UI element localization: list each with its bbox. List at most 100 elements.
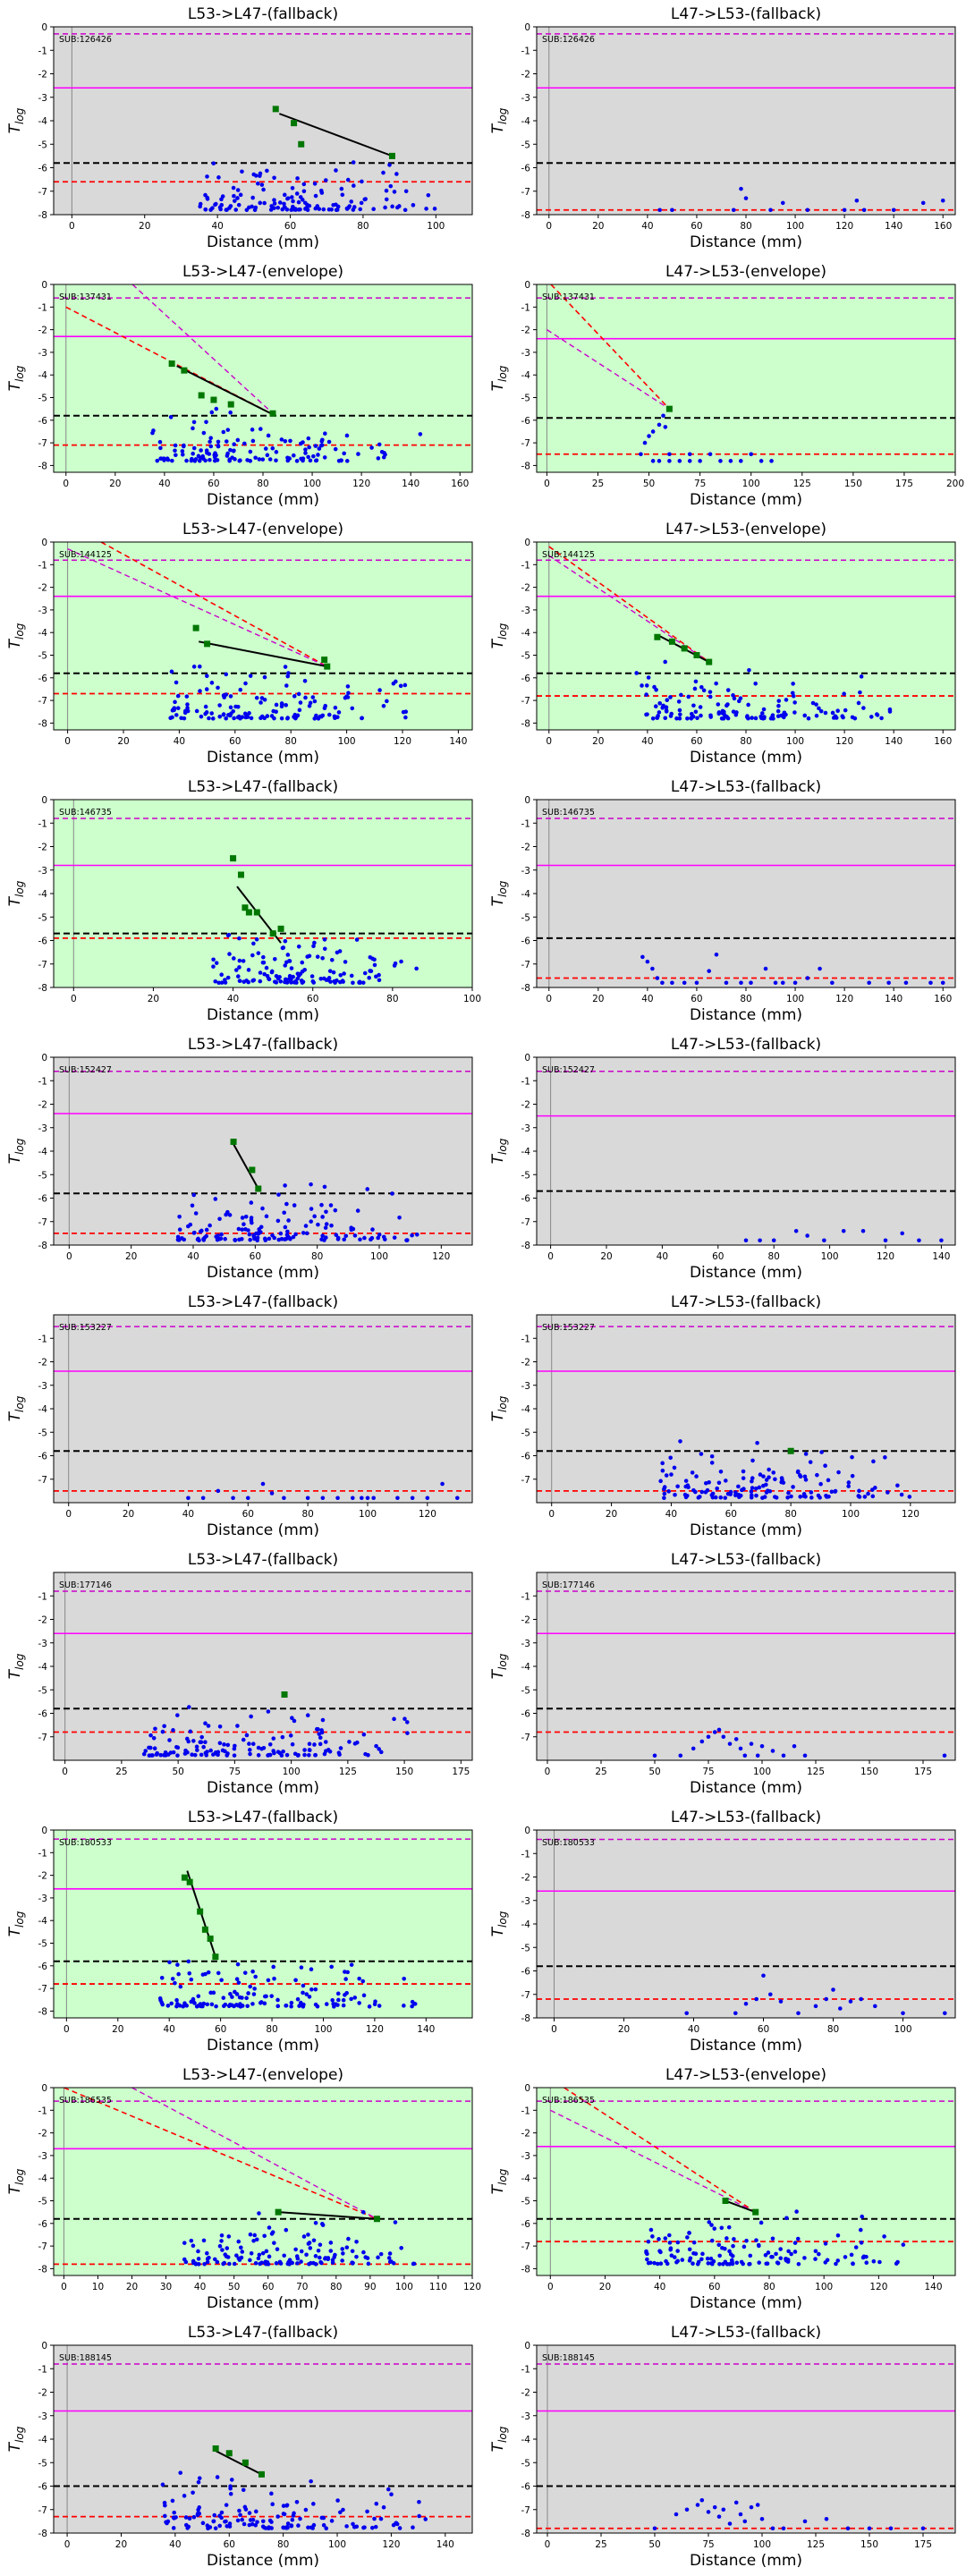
blue-point xyxy=(258,979,263,984)
blue-point xyxy=(294,980,299,985)
blue-point xyxy=(171,2526,176,2530)
y-tick-label: 0 xyxy=(41,538,47,548)
blue-point xyxy=(668,1455,673,1461)
blue-point xyxy=(785,1495,790,1500)
blue-point xyxy=(265,973,270,979)
blue-point xyxy=(831,1987,835,1992)
blue-point xyxy=(377,2004,382,2008)
blue-point xyxy=(857,1495,862,1499)
green-point xyxy=(181,1874,188,1881)
green-point xyxy=(181,367,188,374)
blue-point xyxy=(378,2516,384,2521)
blue-point xyxy=(354,2254,359,2259)
plot-area xyxy=(54,1572,472,1760)
y-axis-label: Tlog xyxy=(489,365,509,391)
blue-point xyxy=(714,952,719,957)
y-tick-label: -2 xyxy=(521,2129,530,2140)
blue-point xyxy=(221,1996,226,2000)
blue-point xyxy=(326,1748,331,1752)
blue-point xyxy=(664,709,669,714)
blue-point xyxy=(217,703,222,708)
chart-title: L53->L47-(envelope) xyxy=(182,263,343,281)
blue-point xyxy=(294,191,300,196)
blue-point xyxy=(710,1495,716,1500)
blue-point xyxy=(410,1999,415,2004)
envelope-red-line xyxy=(550,284,670,410)
blue-point xyxy=(709,2223,714,2227)
x-tick-label: 20 xyxy=(123,1509,134,1520)
blue-point xyxy=(360,1496,364,1501)
blue-point xyxy=(376,1235,381,1241)
x-tick-label: 80 xyxy=(740,994,751,1004)
blue-point xyxy=(202,2261,207,2267)
blue-point xyxy=(341,2251,345,2256)
blue-point xyxy=(344,2245,350,2250)
blue-point xyxy=(640,954,645,960)
blue-point xyxy=(345,177,351,182)
plot-area xyxy=(54,284,472,472)
x-tick-label: 20 xyxy=(126,2282,138,2292)
blue-point xyxy=(792,2241,798,2245)
blue-point xyxy=(307,1741,312,1746)
blue-point xyxy=(402,1716,407,1722)
blue-point xyxy=(293,1232,298,1237)
blue-point xyxy=(259,714,265,719)
fit-line xyxy=(176,365,276,417)
blue-point xyxy=(216,175,221,180)
chart-panel: 0 25 50 75 100 125 150 1750-1-2-3-4-5-6-7-8L47-… xyxy=(489,2324,956,2570)
y-tick-label: -3 xyxy=(38,2411,47,2422)
blue-point xyxy=(326,439,332,445)
x-tick-label: 75 xyxy=(694,479,706,489)
blue-point xyxy=(316,453,320,457)
plot-background xyxy=(54,1315,472,1503)
blue-point xyxy=(266,433,271,438)
blue-point xyxy=(174,1997,179,2003)
x-tick-label: 60 xyxy=(208,479,219,489)
plot-frame xyxy=(536,2087,956,2276)
blue-point xyxy=(699,713,703,718)
blue-point xyxy=(709,2238,715,2243)
blue-point xyxy=(294,2499,300,2504)
blue-point xyxy=(284,960,289,965)
green-point xyxy=(197,1908,204,1915)
x-tick-label: 75 xyxy=(702,2539,714,2550)
x-tick-label: 80 xyxy=(740,736,751,747)
y-tick-label: -7 xyxy=(521,438,530,449)
blue-point xyxy=(171,1750,176,1755)
blue-point xyxy=(249,1714,253,1719)
blue-point xyxy=(216,1970,221,1976)
blue-point xyxy=(315,954,320,959)
blue-point xyxy=(251,1992,257,1996)
blue-point xyxy=(304,2252,309,2258)
blue-point xyxy=(698,459,702,463)
blue-point xyxy=(753,1486,758,1491)
x-tick-label: 10 xyxy=(92,2282,104,2292)
x-tick-label: 50 xyxy=(228,2282,240,2292)
y-tick-label: -1 xyxy=(521,2364,530,2375)
blue-point xyxy=(234,2253,239,2258)
blue-point xyxy=(648,2227,654,2233)
y-tick-label: -4 xyxy=(521,2435,531,2445)
blue-point xyxy=(195,1748,199,1752)
blue-point xyxy=(309,1967,314,1971)
blue-point xyxy=(329,2519,335,2523)
x-tick-label: 100 xyxy=(283,1767,301,1777)
y-tick-label: -4 xyxy=(521,2174,531,2184)
blue-point xyxy=(712,1730,717,1734)
blue-point xyxy=(284,2503,290,2508)
blue-point xyxy=(351,160,356,165)
blue-point xyxy=(708,2256,714,2261)
blue-point xyxy=(758,2220,764,2225)
blue-point xyxy=(296,691,301,697)
y-tick-label: -2 xyxy=(38,2129,47,2140)
y-axis-label: Tlog xyxy=(489,1395,509,1421)
x-tick-label: 25 xyxy=(595,1767,606,1777)
plot-frame xyxy=(53,1829,473,2019)
y-tick-label: -5 xyxy=(38,912,47,923)
blue-point xyxy=(901,2011,905,2016)
x-tick-label: 0 xyxy=(71,994,77,1004)
blue-point xyxy=(208,457,212,462)
blue-point xyxy=(763,966,768,971)
blue-point xyxy=(759,2516,765,2521)
blue-point xyxy=(303,447,308,452)
